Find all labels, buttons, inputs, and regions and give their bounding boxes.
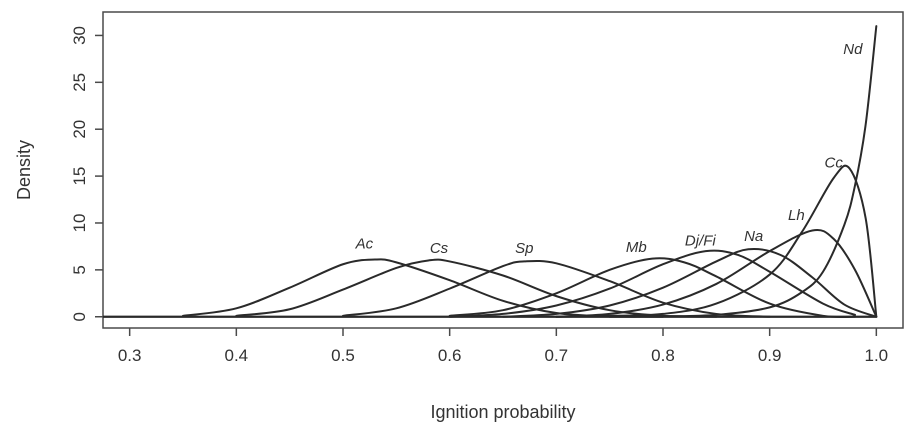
series-line-nd [608, 25, 878, 318]
series-line-cc [555, 164, 878, 318]
series-line-lh [555, 228, 878, 318]
x-tick-label: 0.5 [331, 346, 355, 365]
series-label: Cs [430, 240, 449, 257]
series-label: Nd [843, 41, 863, 58]
x-axis-title: Ignition probability [430, 402, 575, 422]
x-tick-label: 0.4 [225, 346, 249, 365]
y-tick-label: 30 [70, 26, 89, 45]
y-tick-label: 20 [70, 120, 89, 139]
x-axis: 0.3 0.4 0.5 0.6 0.7 0.8 0.9 1.0 [118, 328, 888, 365]
series-label: Dj/Fi [685, 232, 716, 249]
x-tick-label: 0.3 [118, 346, 142, 365]
y-tick-label: 15 [70, 167, 89, 186]
y-axis: 0 5 10 15 20 25 30 [70, 26, 103, 321]
series-label: Mb [626, 239, 647, 256]
series-label: Cc [824, 155, 843, 172]
series-line-ac [182, 258, 664, 318]
density-curves [103, 25, 878, 319]
series-label: Sp [515, 240, 533, 257]
plot-frame [102, 11, 904, 329]
series-label: Na [744, 228, 763, 245]
x-tick-label: 0.6 [438, 346, 462, 365]
x-tick-label: 0.9 [758, 346, 782, 365]
y-tick-label: 0 [70, 312, 89, 321]
y-tick-label: 5 [70, 265, 89, 274]
series-label: Ac [355, 235, 374, 252]
series-line-na [502, 247, 878, 318]
plot-area: Ac Cs Sp Mb Dj/Fi Na Lh Cc Nd [102, 11, 904, 329]
y-tick-label: 25 [70, 73, 89, 92]
y-axis-title: Density [14, 140, 34, 200]
x-tick-label: 0.7 [545, 346, 569, 365]
curve-labels: Ac Cs Sp Mb Dj/Fi Na Lh Cc Nd [355, 41, 864, 257]
y-tick-label: 10 [70, 214, 89, 233]
series-line-mb [448, 257, 856, 319]
series-label: Lh [788, 207, 805, 224]
x-tick-label: 1.0 [865, 346, 889, 365]
x-tick-label: 0.8 [651, 346, 675, 365]
series-line-dj-fi [448, 249, 856, 318]
